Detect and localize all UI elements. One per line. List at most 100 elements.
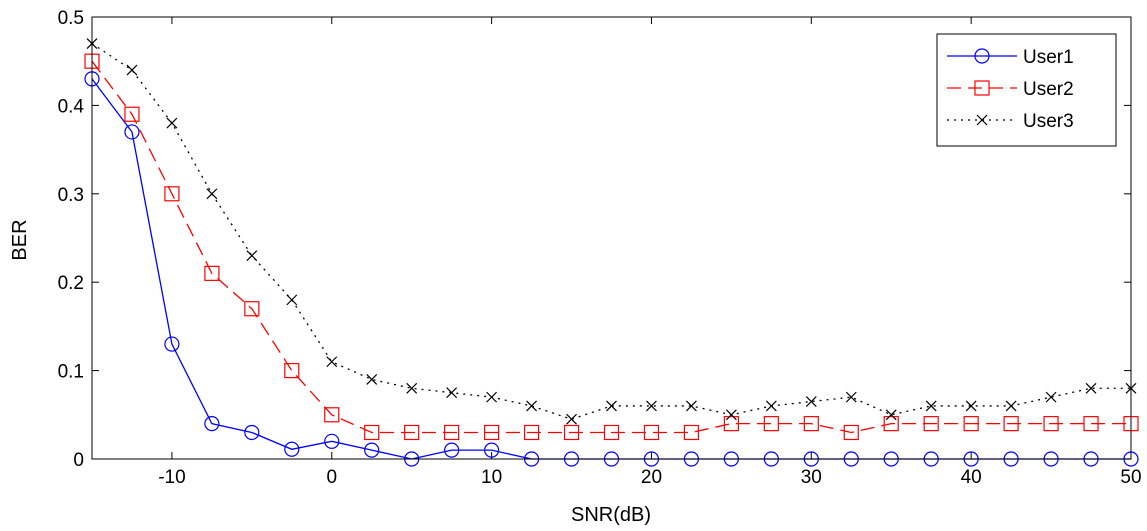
x-marker-stroke	[805, 396, 817, 407]
x-axis-label: SNR(dB)	[571, 504, 651, 526]
data-point-user3	[526, 400, 538, 412]
x-marker-stroke	[845, 391, 857, 403]
data-point-user3	[845, 391, 857, 403]
legend-label: User2	[1023, 79, 1074, 100]
data-point-user2	[883, 416, 899, 432]
data-point-user2	[1083, 416, 1099, 432]
data-point-user3	[1045, 391, 1057, 403]
x-marker-stroke	[526, 400, 538, 412]
legend-entry-user3: User3	[947, 111, 1074, 132]
data-point-user3	[765, 400, 777, 412]
y-tick-label: 0.2	[58, 273, 84, 294]
y-tick-label: 0.1	[58, 362, 84, 383]
legend-label: User1	[1023, 47, 1074, 68]
legend-entry-user2: User2	[947, 79, 1074, 100]
legend-box	[936, 33, 1117, 147]
data-point-user2	[563, 424, 580, 441]
data-point-user2	[284, 363, 300, 379]
x-marker-stroke	[246, 250, 258, 262]
x-marker-stroke	[486, 391, 498, 403]
y-tick-label: 0.4	[58, 96, 85, 117]
x-marker-stroke	[965, 400, 977, 412]
data-point-user2	[723, 416, 739, 432]
x-tick-label: 10	[481, 467, 502, 488]
data-point-user2	[603, 424, 620, 441]
x-tick-label: 50	[1120, 467, 1141, 488]
x-tick-label: -10	[158, 467, 185, 488]
data-point-user1	[444, 442, 460, 458]
x-marker-stroke	[446, 387, 458, 399]
x-marker-stroke	[1085, 382, 1097, 394]
data-point-user3	[885, 409, 897, 421]
data-point-user3	[166, 117, 178, 129]
data-point-user2	[164, 186, 180, 202]
data-point-user2	[763, 416, 779, 432]
data-point-user2	[1003, 416, 1019, 432]
data-point-user3	[685, 400, 697, 412]
x-tick-label: 20	[641, 467, 662, 488]
x-tick-label: 0	[326, 467, 337, 488]
axes-box	[91, 16, 1132, 460]
legend-label: User3	[1023, 111, 1074, 132]
tick-labels: -10 0 10 20 30 40 50 0 0.1 0.2 0.3 0.4 0.5	[58, 8, 1142, 488]
x-marker-stroke	[646, 400, 657, 412]
data-point-user3	[286, 294, 298, 306]
x-marker-stroke	[566, 413, 577, 425]
data-point-user2	[963, 416, 979, 432]
data-point-user2	[444, 424, 460, 441]
data-point-user3	[486, 391, 498, 403]
legend-entry-user1: User1	[947, 47, 1074, 68]
y-axis-label: BER	[9, 219, 31, 260]
y-tick-label: 0.3	[58, 185, 84, 206]
data-point-user3	[326, 356, 338, 368]
data-point-user2	[364, 424, 380, 441]
data-point-user3	[126, 64, 138, 76]
data-point-user3	[925, 400, 937, 412]
data-point-user2	[324, 407, 340, 423]
plot-frame	[91, 16, 1132, 460]
data-point-user3	[446, 387, 458, 399]
data-point-user2	[244, 301, 260, 317]
data-point-user2	[1043, 416, 1059, 432]
data-point-user2	[923, 416, 939, 432]
y-tick-label: 0	[73, 450, 84, 471]
data-point-user3	[1005, 400, 1017, 412]
data-point-user3	[206, 188, 218, 200]
data-point-user1	[484, 442, 500, 458]
data-point-user2	[683, 424, 700, 441]
data-point-user2	[404, 424, 420, 441]
x-marker-stroke	[685, 400, 697, 412]
data-point-user1	[244, 424, 260, 441]
data-point-user3	[566, 413, 577, 425]
x-marker-stroke	[166, 117, 178, 129]
data-point-user2	[643, 424, 660, 441]
x-tick-label: 30	[801, 467, 822, 488]
x-marker-stroke	[286, 294, 298, 306]
data-point-user3	[965, 400, 977, 412]
x-marker-stroke	[406, 382, 418, 394]
data-point-user2	[803, 416, 819, 432]
x-marker-stroke	[126, 64, 138, 76]
legend-marker	[974, 48, 990, 64]
x-marker-stroke	[606, 400, 617, 412]
legend: User1 User2 User3	[936, 33, 1117, 147]
x-marker-stroke	[925, 400, 937, 412]
data-point-user1	[204, 416, 220, 432]
data-point-user3	[246, 250, 258, 262]
data-point-user3	[1085, 382, 1097, 394]
data-point-user1	[284, 441, 300, 457]
data-point-user2	[204, 265, 220, 281]
data-point-user3	[646, 400, 657, 412]
x-marker-stroke	[765, 400, 777, 412]
x-marker-stroke	[885, 409, 897, 421]
x-tick-label: 40	[961, 467, 982, 488]
x-marker-stroke	[1045, 391, 1057, 403]
data-point-user1	[164, 336, 180, 352]
data-point-user3	[805, 396, 817, 407]
data-point-user2	[523, 424, 540, 441]
data-point-user2	[124, 106, 140, 122]
data-point-user1	[324, 433, 340, 449]
x-marker-stroke	[976, 114, 988, 126]
series-user3	[86, 38, 1137, 425]
data-point-user3	[406, 382, 418, 394]
